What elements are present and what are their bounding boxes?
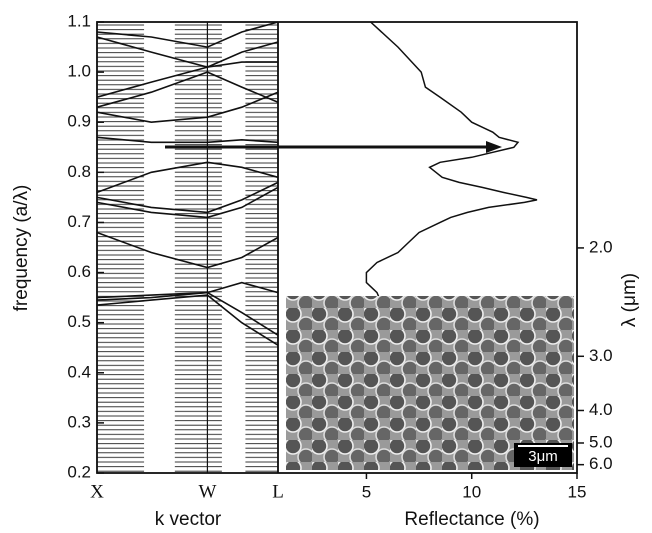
axis-layer: 0.2 0.3 0.4 0.5 0.6 0.7 0.8 0.9 1.0 1.1 X W L 5 10 15 2.… bbox=[67, 11, 612, 502]
x-tick-label: L bbox=[272, 481, 284, 502]
y-tick-label: 0.7 bbox=[67, 212, 91, 231]
inset: 3μm bbox=[286, 296, 574, 470]
x-tick-label: 15 bbox=[568, 482, 587, 501]
x-tick-label: W bbox=[198, 481, 216, 502]
x-tick-label: X bbox=[90, 481, 104, 502]
reflectance-line bbox=[286, 21, 538, 359]
x-axis-label: k vector bbox=[155, 509, 222, 530]
y-tick-label: 0.5 bbox=[67, 312, 91, 331]
y-tick-label: 0.4 bbox=[67, 362, 91, 381]
y-tick-label: 0.8 bbox=[67, 162, 91, 181]
x-tick-label: 5 bbox=[362, 482, 371, 501]
y2-tick-label: 5.0 bbox=[589, 432, 613, 451]
y-tick-label: 0.3 bbox=[67, 412, 91, 431]
y-tick-label: 0.2 bbox=[67, 462, 91, 481]
sem-image bbox=[286, 296, 574, 470]
y2-tick-label: 3.0 bbox=[589, 346, 613, 365]
x-tick-label: 10 bbox=[462, 482, 481, 501]
hatched-region bbox=[245, 22, 278, 473]
y2-axis-label: λ (μm) bbox=[619, 273, 640, 327]
hatched-region bbox=[174, 22, 222, 473]
x-axis-label: Reflectance (%) bbox=[404, 509, 539, 530]
y2-tick-label: 4.0 bbox=[589, 400, 613, 419]
scale-label: 3μm bbox=[528, 448, 557, 465]
y-tick-label: 0.9 bbox=[67, 112, 91, 131]
y2-tick-label: 6.0 bbox=[589, 454, 613, 473]
y-tick-label: 1.1 bbox=[67, 11, 91, 30]
y-tick-label: 1.0 bbox=[67, 62, 91, 81]
arrow-head bbox=[486, 141, 502, 153]
y-tick-label: 0.6 bbox=[67, 262, 91, 281]
y2-tick-label: 2.0 bbox=[589, 237, 613, 256]
y-axis-label: frequency (a/λ) bbox=[11, 185, 32, 312]
